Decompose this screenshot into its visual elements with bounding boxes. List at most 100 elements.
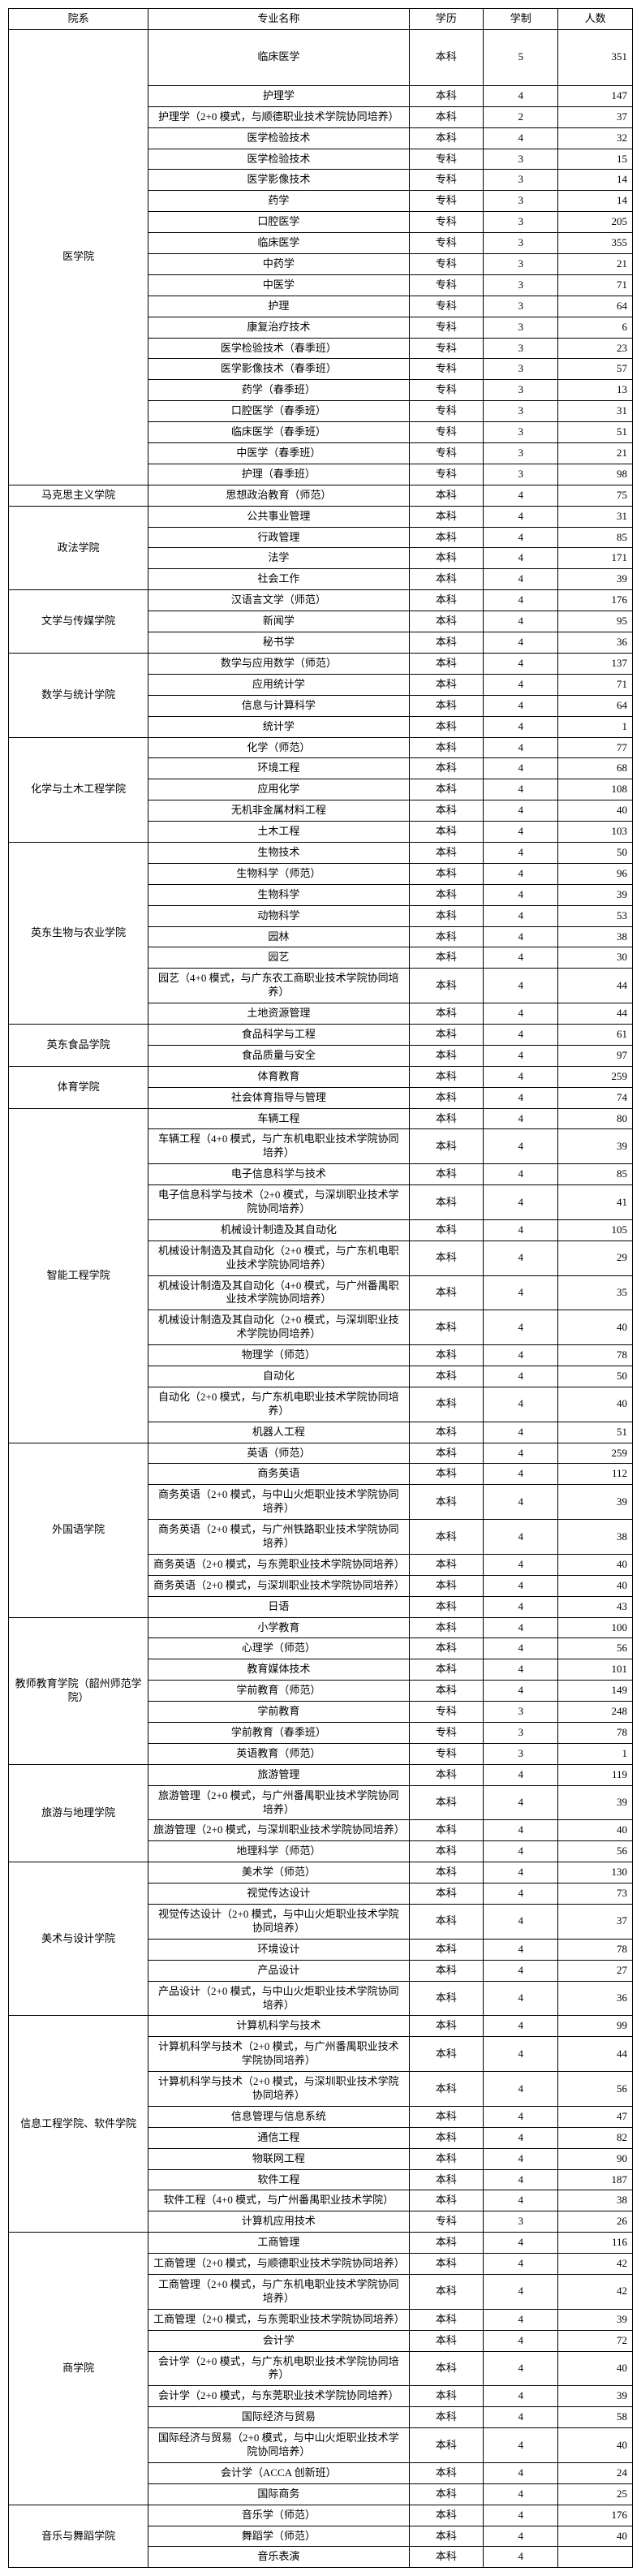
major-cell: 体育教育 bbox=[148, 1066, 409, 1087]
degree-cell: 本科 bbox=[409, 632, 484, 654]
table-row: 数学与统计学院数学与应用数学（师范）本科4137 bbox=[9, 653, 633, 674]
major-cell: 口腔医学（春季班） bbox=[148, 401, 409, 422]
count-cell: 37 bbox=[558, 106, 633, 127]
years-cell: 4 bbox=[484, 1883, 558, 1905]
degree-cell: 本科 bbox=[409, 1785, 484, 1820]
degree-cell: 本科 bbox=[409, 716, 484, 737]
major-cell: 计算机科学与技术 bbox=[148, 2016, 409, 2037]
degree-cell: 本科 bbox=[409, 1241, 484, 1275]
count-cell: 82 bbox=[558, 2127, 633, 2148]
major-cell: 教育媒体技术 bbox=[148, 1659, 409, 1681]
years-cell: 4 bbox=[484, 1554, 558, 1575]
years-cell: 4 bbox=[484, 779, 558, 800]
dept-cell: 信息工程学院、软件学院 bbox=[9, 2016, 148, 2233]
header-row: 院系 专业名称 学历 学制 人数 bbox=[9, 9, 633, 30]
degree-cell: 专科 bbox=[409, 443, 484, 464]
count-cell: 40 bbox=[558, 2526, 633, 2547]
degree-cell: 本科 bbox=[409, 1066, 484, 1087]
degree-cell: 专科 bbox=[409, 401, 484, 422]
count-cell: 38 bbox=[558, 1520, 633, 1555]
degree-cell: 专科 bbox=[409, 1702, 484, 1723]
degree-cell: 本科 bbox=[409, 1464, 484, 1485]
count-cell: 72 bbox=[558, 2330, 633, 2351]
count-cell: 176 bbox=[558, 2505, 633, 2526]
count-cell: 259 bbox=[558, 1443, 633, 1464]
header-degree: 学历 bbox=[409, 9, 484, 30]
dept-cell: 文学与传媒学院 bbox=[9, 590, 148, 654]
years-cell: 3 bbox=[484, 1723, 558, 1744]
count-cell: 6 bbox=[558, 317, 633, 338]
degree-cell: 本科 bbox=[409, 1617, 484, 1638]
count-cell: 44 bbox=[558, 1003, 633, 1025]
years-cell: 4 bbox=[484, 1219, 558, 1241]
years-cell: 4 bbox=[484, 127, 558, 149]
degree-cell: 本科 bbox=[409, 1485, 484, 1520]
years-cell: 4 bbox=[484, 926, 558, 947]
count-cell: 248 bbox=[558, 1702, 633, 1723]
years-cell: 3 bbox=[484, 359, 558, 380]
years-cell: 4 bbox=[484, 2428, 558, 2463]
years-cell: 4 bbox=[484, 1981, 558, 2016]
table-row: 智能工程学院车辆工程本科480 bbox=[9, 1108, 633, 1129]
degree-cell: 本科 bbox=[409, 1310, 484, 1345]
degree-cell: 专科 bbox=[409, 2211, 484, 2233]
years-cell: 4 bbox=[484, 1841, 558, 1862]
major-cell: 机械设计制造及其自动化 bbox=[148, 1219, 409, 1241]
count-cell: 171 bbox=[558, 548, 633, 569]
years-cell: 4 bbox=[484, 2016, 558, 2037]
degree-cell: 本科 bbox=[409, 611, 484, 632]
years-cell: 3 bbox=[484, 254, 558, 275]
years-cell: 3 bbox=[484, 274, 558, 296]
major-cell: 会计学（ACCA 创新班） bbox=[148, 2462, 409, 2483]
degree-cell: 本科 bbox=[409, 548, 484, 569]
years-cell: 4 bbox=[484, 1422, 558, 1443]
degree-cell: 专科 bbox=[409, 170, 484, 191]
degree-cell: 本科 bbox=[409, 695, 484, 716]
degree-cell: 本科 bbox=[409, 2169, 484, 2190]
count-cell: 50 bbox=[558, 842, 633, 863]
count-cell: 105 bbox=[558, 1219, 633, 1241]
years-cell: 4 bbox=[484, 1366, 558, 1387]
count-cell: 1 bbox=[558, 716, 633, 737]
degree-cell: 本科 bbox=[409, 527, 484, 548]
degree-cell: 本科 bbox=[409, 779, 484, 800]
major-cell: 护理 bbox=[148, 296, 409, 317]
years-cell: 4 bbox=[484, 569, 558, 590]
major-cell: 日语 bbox=[148, 1596, 409, 1617]
count-cell: 58 bbox=[558, 2407, 633, 2428]
degree-cell: 本科 bbox=[409, 2462, 484, 2483]
years-cell: 4 bbox=[484, 1345, 558, 1366]
major-cell: 法学 bbox=[148, 548, 409, 569]
degree-cell: 本科 bbox=[409, 127, 484, 149]
count-cell: 99 bbox=[558, 2016, 633, 2037]
major-cell: 小学教育 bbox=[148, 1617, 409, 1638]
major-cell: 会计学 bbox=[148, 2330, 409, 2351]
years-cell: 4 bbox=[484, 1387, 558, 1422]
years-cell: 4 bbox=[484, 1820, 558, 1841]
degree-cell: 本科 bbox=[409, 2190, 484, 2211]
degree-cell: 本科 bbox=[409, 2483, 484, 2505]
count-cell: 30 bbox=[558, 947, 633, 969]
major-cell: 医学影像技术（春季班） bbox=[148, 359, 409, 380]
years-cell: 4 bbox=[484, 2505, 558, 2526]
years-cell: 5 bbox=[484, 29, 558, 85]
years-cell: 4 bbox=[484, 1241, 558, 1275]
major-cell: 生物技术 bbox=[148, 842, 409, 863]
years-cell: 4 bbox=[484, 800, 558, 822]
degree-cell: 本科 bbox=[409, 822, 484, 843]
degree-cell: 本科 bbox=[409, 1219, 484, 1241]
degree-cell: 本科 bbox=[409, 1366, 484, 1387]
degree-cell: 本科 bbox=[409, 674, 484, 695]
degree-cell: 本科 bbox=[409, 2274, 484, 2309]
major-cell: 软件工程（4+0 模式，与广州番禺职业技术学院） bbox=[148, 2190, 409, 2211]
count-cell: 21 bbox=[558, 443, 633, 464]
major-cell: 音乐学（师范） bbox=[148, 2505, 409, 2526]
years-cell: 4 bbox=[484, 1003, 558, 1025]
degree-cell: 本科 bbox=[409, 485, 484, 506]
count-cell: 68 bbox=[558, 758, 633, 779]
major-cell: 学前教育（春季班） bbox=[148, 1723, 409, 1744]
major-cell: 旅游管理 bbox=[148, 1764, 409, 1785]
count-cell: 85 bbox=[558, 527, 633, 548]
major-cell: 计算机应用技术 bbox=[148, 2211, 409, 2233]
table-row: 旅游与地理学院旅游管理本科4119 bbox=[9, 1764, 633, 1785]
